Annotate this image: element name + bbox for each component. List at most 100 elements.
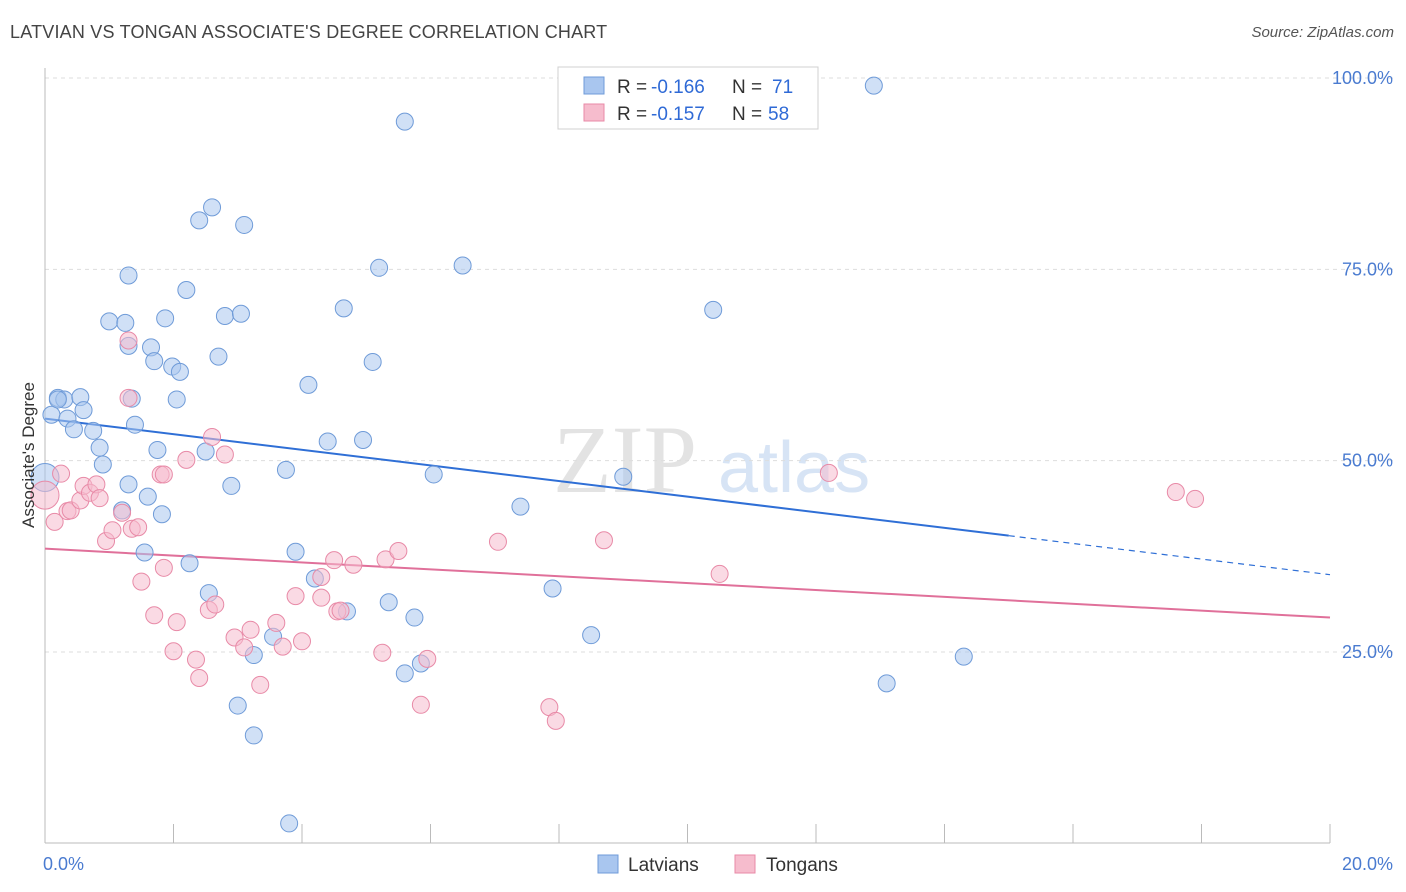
legend-n-label-2: N = <box>732 104 762 125</box>
trend-line-latvians-extension <box>1008 535 1331 576</box>
point-tongans <box>376 550 395 569</box>
point-tongans <box>411 695 430 714</box>
point-tongans <box>331 601 350 620</box>
point-tongans <box>129 518 148 537</box>
point-latvians <box>119 475 138 494</box>
point-tongans <box>286 587 305 606</box>
axes <box>44 68 1331 844</box>
point-latvians <box>42 405 61 424</box>
point-tongans <box>206 595 225 614</box>
watermark-atlas: atlas <box>718 428 870 508</box>
point-tongans <box>819 463 838 482</box>
point-latvians <box>90 438 109 457</box>
bottom-legend: Latvians Tongans <box>597 854 838 876</box>
point-tongans <box>215 445 234 464</box>
point-latvians <box>363 352 382 371</box>
x-tick-label: 0.0% <box>43 854 84 874</box>
legend-n-value-2: 58 <box>768 104 789 125</box>
point-latvians <box>231 304 250 323</box>
bottom-legend-tongans: Tongans <box>766 855 838 876</box>
y-tick-label: 25.0% <box>1342 642 1393 662</box>
point-latvians <box>370 258 389 277</box>
point-tongans <box>373 643 392 662</box>
source-label: Source: ZipAtlas.com <box>1251 24 1394 41</box>
y-tick-label: 100.0% <box>1332 68 1393 88</box>
point-tongans <box>1166 483 1185 502</box>
chart-title: LATVIAN VS TONGAN ASSOCIATE'S DEGREE COR… <box>10 22 608 42</box>
point-tongans <box>251 675 270 694</box>
trend-line-tongans <box>44 547 1331 619</box>
point-tongans <box>312 588 331 607</box>
point-latvians <box>48 390 67 409</box>
point-latvians <box>203 198 222 217</box>
point-tongans <box>113 503 132 522</box>
point-latvians <box>235 215 254 234</box>
point-latvians <box>280 814 299 833</box>
bottom-legend-swatch-tongans <box>734 854 756 874</box>
point-latvians <box>93 455 112 474</box>
data-points <box>30 76 1205 833</box>
point-latvians <box>135 543 154 562</box>
point-latvians <box>119 266 138 285</box>
legend-n-value-1: 71 <box>772 77 793 98</box>
point-latvians <box>395 664 414 683</box>
legend-n-label-1: N = <box>732 77 762 98</box>
point-tongans <box>145 606 164 625</box>
point-latvians <box>318 432 337 451</box>
legend: R = -0.166 N = 71 R = -0.157 N = 58 <box>557 66 819 130</box>
point-latvians <box>74 401 93 420</box>
point-tongans <box>52 464 71 483</box>
point-tongans <box>186 650 205 669</box>
point-latvians <box>299 375 318 394</box>
point-latvians <box>170 362 189 381</box>
point-latvians <box>145 352 164 371</box>
point-latvians <box>125 415 144 434</box>
point-tongans <box>103 521 122 540</box>
point-tongans <box>418 649 437 668</box>
point-tongans <box>312 567 331 586</box>
point-latvians <box>244 726 263 745</box>
point-latvians <box>704 300 723 319</box>
watermark-zip: ZIP <box>553 406 697 513</box>
point-latvians <box>180 554 199 573</box>
point-latvians <box>138 487 157 506</box>
point-latvians <box>334 299 353 318</box>
point-latvians <box>614 467 633 486</box>
legend-r-value-1: -0.166 <box>651 77 705 98</box>
point-tongans <box>546 711 565 730</box>
point-tongans <box>132 572 151 591</box>
point-tongans <box>119 331 138 350</box>
point-tongans <box>293 632 311 651</box>
point-tongans <box>167 613 186 632</box>
point-latvians <box>152 505 171 524</box>
point-latvians <box>190 211 209 230</box>
point-latvians <box>424 465 443 484</box>
point-latvians <box>395 112 414 131</box>
point-latvians <box>864 76 883 95</box>
point-tongans <box>1186 489 1205 508</box>
point-latvians <box>100 312 119 331</box>
point-latvians <box>582 626 601 645</box>
point-tongans <box>45 512 64 531</box>
point-tongans <box>203 427 222 446</box>
bottom-legend-latvians: Latvians <box>628 855 699 876</box>
point-tongans <box>325 551 344 570</box>
point-tongans <box>154 465 173 484</box>
point-tongans <box>344 555 363 574</box>
point-latvians <box>167 390 186 409</box>
point-latvians <box>954 647 973 666</box>
point-latvians <box>209 347 228 366</box>
point-latvians <box>84 421 103 440</box>
legend-r-label-1: R = <box>617 77 647 98</box>
point-tongans <box>267 613 286 632</box>
point-latvians <box>354 431 373 450</box>
point-latvians <box>228 696 247 715</box>
point-tongans <box>235 638 254 657</box>
point-latvians <box>877 674 896 693</box>
point-latvians <box>222 476 241 495</box>
tick-labels: 25.0% 50.0% 75.0% 100.0% 0.0% 20.0% <box>43 68 1393 874</box>
point-tongans <box>119 388 138 407</box>
point-latvians <box>215 307 234 326</box>
point-tongans <box>30 480 60 510</box>
